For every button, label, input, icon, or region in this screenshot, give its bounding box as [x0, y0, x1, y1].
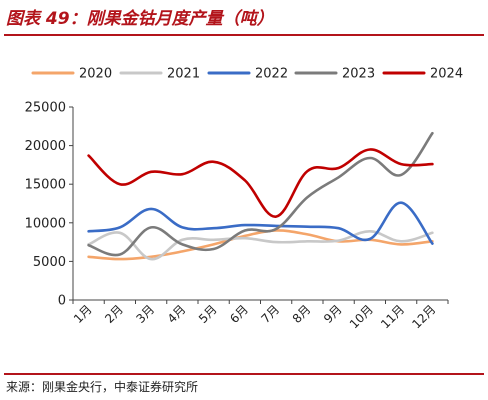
figure-title: 图表 49：刚果金钴月度产量（吨） — [6, 9, 274, 29]
line-chart: 2020 2021 2022 2023 2024 0 5000 10000 15000 2000… — [25, 67, 463, 332]
x-tick-label: 2月 — [102, 302, 126, 326]
source-divider — [4, 373, 484, 375]
x-tick-label: 4月 — [165, 302, 189, 326]
y-tick-label: 5000 — [33, 255, 66, 270]
chart-legend: 2020 2021 2022 2023 2024 — [31, 67, 463, 82]
y-tick-label: 10000 — [25, 216, 66, 231]
x-tick-label: 12月 — [409, 302, 438, 331]
x-tick-label: 3月 — [133, 302, 157, 326]
series-line-2023 — [87, 131, 434, 257]
y-tick-label: 20000 — [25, 139, 66, 154]
legend-label-2022: 2022 — [255, 67, 288, 82]
y-tick-label: 15000 — [25, 178, 66, 193]
series-line-2022 — [87, 201, 434, 245]
x-tick-label: 1月 — [71, 302, 95, 326]
legend-label-2024: 2024 — [430, 67, 463, 82]
chart-series-lines — [87, 131, 434, 261]
x-tick-label: 8月 — [290, 302, 314, 326]
x-tick-label: 5月 — [196, 302, 220, 326]
legend-label-2023: 2023 — [342, 67, 375, 82]
legend-label-2021: 2021 — [167, 67, 200, 82]
x-tick-label: 6月 — [227, 302, 251, 326]
chart-axes: 0 5000 10000 15000 20000 25000 1月 2月 3月 4月 5月 6月 7月 8… — [25, 101, 449, 331]
y-tick-label: 0 — [58, 294, 66, 309]
x-tick-label: 7月 — [258, 302, 282, 326]
y-tick-label: 25000 — [25, 101, 66, 116]
series-line-2021 — [87, 229, 434, 261]
series-line-2024 — [87, 148, 434, 218]
legend-label-2020: 2020 — [79, 67, 112, 82]
source-note: 来源：刚果金央行，中泰证券研究所 — [6, 380, 199, 394]
x-tick-label: 11月 — [378, 302, 407, 331]
x-tick-label: 9月 — [321, 302, 345, 326]
title-divider — [4, 34, 484, 36]
x-tick-label: 10月 — [347, 302, 376, 331]
